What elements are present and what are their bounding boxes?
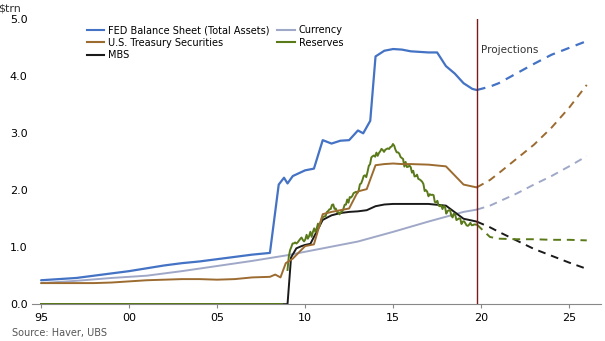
Text: Projections: Projections [481, 45, 538, 55]
Text: $trn: $trn [0, 4, 21, 14]
Text: Source: Haver, UBS: Source: Haver, UBS [12, 328, 107, 338]
Legend: FED Balance Sheet (Total Assets), U.S. Treasury Securities, MBS, Currency, Reser: FED Balance Sheet (Total Assets), U.S. T… [83, 21, 347, 64]
